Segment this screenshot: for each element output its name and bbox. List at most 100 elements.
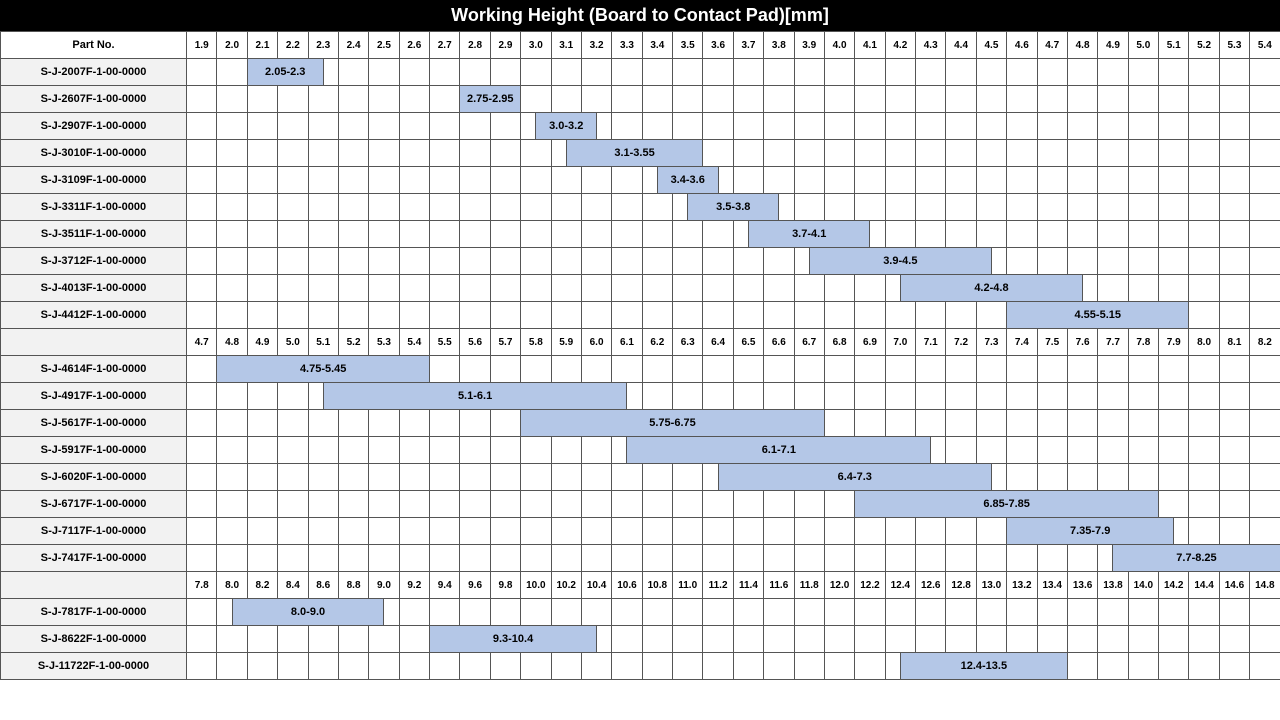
grid-cell	[916, 86, 931, 113]
grid-cell	[961, 410, 976, 437]
grid-cell	[946, 437, 961, 464]
grid-cell	[673, 653, 688, 680]
grid-cell	[247, 437, 262, 464]
grid-cell	[1007, 221, 1022, 248]
grid-cell	[1189, 383, 1204, 410]
grid-cell	[308, 194, 323, 221]
grid-cell	[521, 140, 536, 167]
grid-cell	[247, 140, 262, 167]
grid-cell	[536, 491, 551, 518]
grid-cell	[612, 464, 627, 491]
scale-label: 4.2	[885, 32, 915, 59]
grid-cell	[627, 545, 642, 572]
grid-cell	[1052, 194, 1067, 221]
grid-cell	[323, 167, 338, 194]
grid-cell	[961, 356, 976, 383]
grid-cell	[657, 545, 672, 572]
grid-cell	[1007, 410, 1022, 437]
grid-cell	[946, 356, 961, 383]
grid-cell	[232, 653, 247, 680]
grid-cell	[657, 248, 672, 275]
grid-cell	[1265, 59, 1280, 86]
grid-cell	[1219, 113, 1234, 140]
grid-cell	[1174, 113, 1189, 140]
grid-cell	[976, 221, 991, 248]
grid-cell	[247, 383, 262, 410]
grid-cell	[293, 491, 308, 518]
grid-cell	[521, 59, 536, 86]
part-number: S-J-5917F-1-00-0000	[1, 437, 187, 464]
grid-cell	[779, 653, 794, 680]
grid-cell	[1159, 383, 1174, 410]
grid-cell	[597, 248, 612, 275]
grid-cell	[1052, 437, 1067, 464]
grid-cell	[1052, 626, 1067, 653]
grid-cell	[232, 437, 247, 464]
grid-cell	[794, 140, 809, 167]
grid-cell	[338, 491, 353, 518]
grid-cell	[688, 113, 703, 140]
grid-cell	[217, 653, 232, 680]
grid-cell	[748, 167, 763, 194]
grid-cell	[354, 113, 369, 140]
grid-cell	[505, 194, 520, 221]
grid-cell	[1250, 410, 1265, 437]
scale-label: 12.6	[916, 572, 946, 599]
grid-cell	[642, 302, 657, 329]
grid-cell	[1007, 113, 1022, 140]
grid-cell	[961, 86, 976, 113]
grid-cell	[642, 275, 657, 302]
grid-cell	[1113, 383, 1128, 410]
grid-cell	[718, 167, 733, 194]
grid-cell	[1265, 410, 1280, 437]
grid-cell	[900, 302, 915, 329]
grid-cell	[232, 59, 247, 86]
grid-cell	[657, 464, 672, 491]
grid-cell	[809, 194, 824, 221]
grid-cell	[1265, 275, 1280, 302]
grid-cell	[1234, 356, 1249, 383]
grid-cell	[733, 59, 748, 86]
grid-cell	[946, 410, 961, 437]
grid-cell	[232, 140, 247, 167]
grid-cell	[900, 221, 915, 248]
grid-cell	[247, 275, 262, 302]
grid-cell	[505, 59, 520, 86]
grid-cell	[1265, 86, 1280, 113]
grid-cell	[369, 545, 384, 572]
grid-cell	[597, 437, 612, 464]
grid-cell	[1219, 653, 1234, 680]
grid-cell	[703, 599, 718, 626]
grid-cell	[870, 86, 885, 113]
grid-cell	[900, 599, 915, 626]
grid-cell	[247, 113, 262, 140]
grid-cell	[794, 653, 809, 680]
grid-cell	[748, 86, 763, 113]
grid-cell	[293, 275, 308, 302]
grid-cell	[1189, 626, 1204, 653]
scale-label: 7.0	[885, 329, 915, 356]
grid-cell	[961, 302, 976, 329]
grid-cell	[1083, 545, 1098, 572]
grid-cell	[1250, 194, 1265, 221]
grid-cell	[991, 437, 1006, 464]
grid-cell	[642, 221, 657, 248]
grid-cell	[627, 86, 642, 113]
grid-cell	[916, 599, 931, 626]
grid-cell	[232, 86, 247, 113]
grid-cell	[445, 248, 460, 275]
grid-cell	[521, 545, 536, 572]
grid-cell	[1022, 167, 1037, 194]
grid-cell	[1174, 599, 1189, 626]
grid-cell	[399, 518, 414, 545]
grid-cell	[202, 464, 217, 491]
grid-cell	[946, 113, 961, 140]
grid-cell	[748, 653, 763, 680]
grid-cell	[840, 167, 855, 194]
part-number: S-J-11722F-1-00-0000	[1, 653, 187, 680]
grid-cell	[202, 167, 217, 194]
grid-cell	[1022, 194, 1037, 221]
grid-cell	[1189, 140, 1204, 167]
scale-label: 5.5	[430, 329, 460, 356]
grid-cell	[445, 356, 460, 383]
